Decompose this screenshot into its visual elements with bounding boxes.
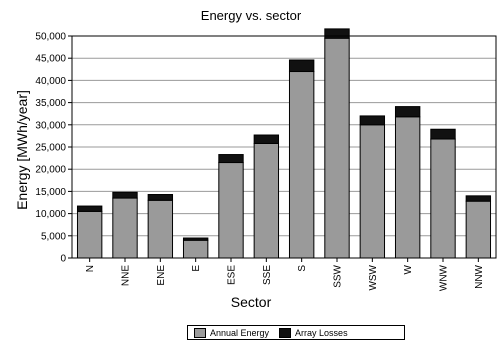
legend-item-array-losses: Array Losses <box>279 327 348 338</box>
x-tick-label: ESE <box>227 265 238 285</box>
bar-array-losses <box>324 28 350 39</box>
bar-annual-energy <box>324 37 350 259</box>
x-tick-label: N <box>85 265 96 272</box>
bar-array-losses <box>288 59 315 73</box>
plot-frame <box>71 35 497 259</box>
bar-array-losses <box>394 106 421 118</box>
x-tick-label: SSE <box>262 265 273 285</box>
y-tick-label: 20,000 <box>35 165 66 176</box>
y-tick-label: 15,000 <box>35 187 66 198</box>
y-tick-label: 50,000 <box>35 32 66 43</box>
bar-array-losses <box>359 115 386 126</box>
bar-array-losses <box>218 154 244 164</box>
x-tick-label: SSW <box>333 264 344 287</box>
y-tick-label: 25,000 <box>35 143 66 154</box>
x-tick-label: NNE <box>121 265 132 286</box>
x-tick-label: WNW <box>439 264 450 291</box>
y-tick-label: 10,000 <box>35 209 66 220</box>
x-axis-label: Sector <box>230 294 272 310</box>
y-tick-label: 35,000 <box>35 98 66 109</box>
x-tick-label: ENE <box>156 265 167 286</box>
y-tick-label: 0 <box>60 254 66 265</box>
legend-swatch-annual-energy <box>194 327 206 338</box>
legend-item-annual-energy: Annual Energy <box>194 327 270 338</box>
y-tick-label: 30,000 <box>35 120 66 131</box>
bar-annual-energy <box>465 200 492 259</box>
bar-array-losses <box>253 134 280 144</box>
x-tick-label: E <box>191 265 202 272</box>
bar-annual-energy <box>76 210 103 259</box>
legend: Annual Energy Array Losses <box>187 325 405 340</box>
bar-annual-energy <box>147 199 174 259</box>
bar-annual-energy <box>430 138 456 259</box>
bar-annual-energy <box>218 162 244 259</box>
chart-title: Energy vs. sector <box>200 8 302 23</box>
bar-annual-energy <box>182 239 209 259</box>
legend-swatch-array-losses <box>279 327 292 338</box>
x-tick-label: W <box>403 264 414 274</box>
bar-annual-energy <box>253 142 280 259</box>
y-tick-label: 40,000 <box>35 76 66 87</box>
bar-annual-energy <box>112 197 138 259</box>
bar-array-losses <box>182 237 209 241</box>
bar-array-losses <box>147 194 174 201</box>
legend-label-array-losses: Array Losses <box>295 327 348 338</box>
bar-annual-energy <box>288 71 315 259</box>
bar-annual-energy <box>394 116 421 259</box>
bar-array-losses <box>112 191 138 199</box>
bar-annual-energy <box>359 124 386 259</box>
y-tick-label: 45,000 <box>35 54 66 65</box>
x-tick-label: WSW <box>368 264 379 290</box>
legend-label-annual-energy: Annual Energy <box>210 327 270 338</box>
bar-array-losses <box>430 128 456 140</box>
x-tick-label: NNW <box>474 264 485 288</box>
bar-array-losses <box>76 205 103 212</box>
bar-array-losses <box>465 195 492 202</box>
y-tick-label: 5,000 <box>41 231 66 242</box>
x-tick-label: S <box>297 265 308 272</box>
